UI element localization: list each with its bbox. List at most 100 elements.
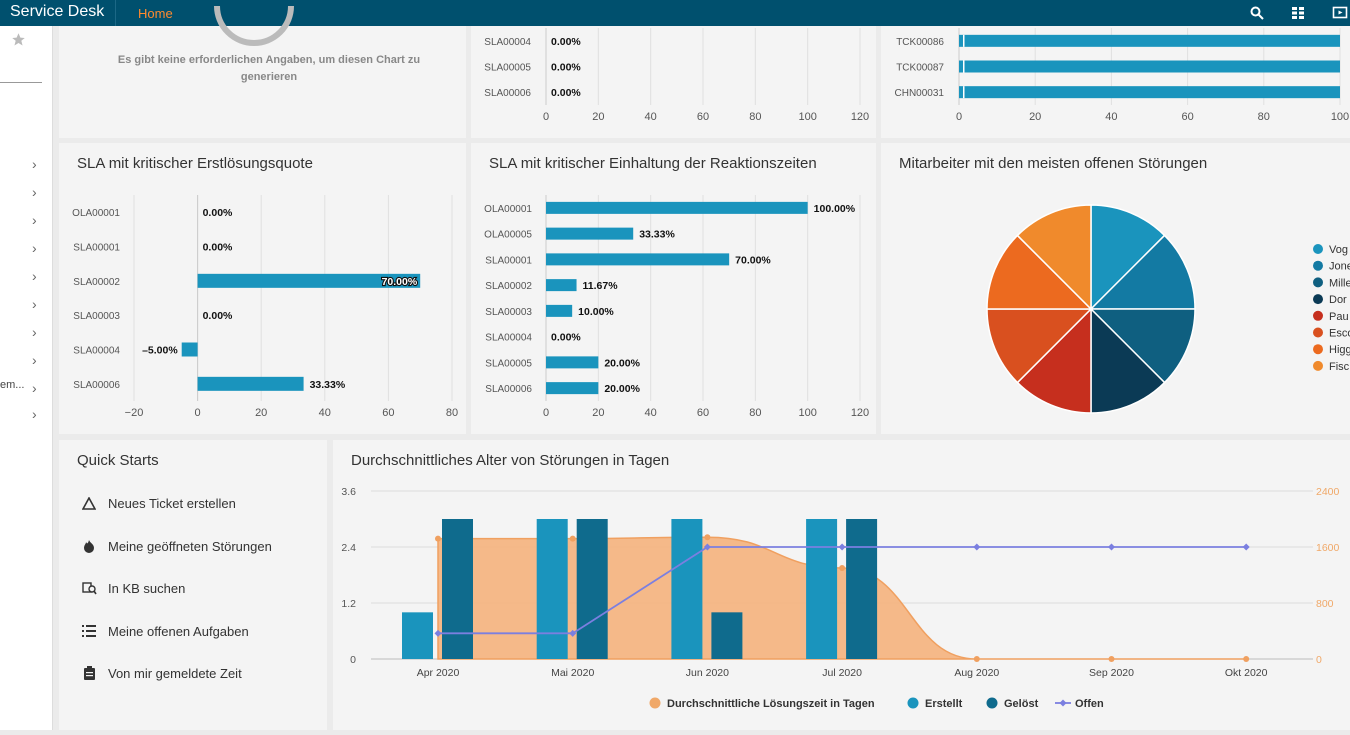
area-point	[435, 535, 441, 542]
quick-starts-title: Quick Starts	[77, 452, 159, 469]
star-icon[interactable]	[11, 32, 26, 47]
nav-expand-chevron-icon[interactable]: ›	[32, 212, 37, 228]
chart-title: Durchschnittliches Alter von Störungen i…	[351, 452, 670, 469]
quickstart-my-incidents[interactable]: Meine geöffneten Störungen	[79, 536, 272, 556]
top-bar: Service Desk Home	[0, 0, 1350, 26]
nav-expand-chevron-icon[interactable]: ›	[32, 184, 37, 200]
pie-slice	[986, 234, 1093, 310]
bar	[546, 201, 808, 214]
x-tick-label: 100	[1331, 111, 1349, 123]
line-point	[434, 629, 442, 637]
chart-sla-reaktion: 0 20 40 60 80 100 120 OLA00001 100.00% OLA00005 33…	[484, 195, 869, 419]
area-point	[569, 535, 576, 542]
x-tick-label: 80	[749, 111, 761, 123]
chart-title: SLA mit kritischer Erstlösungsquote	[77, 155, 313, 172]
legend-label: Jone	[1329, 261, 1350, 273]
x-tick-label: 80	[1258, 111, 1270, 123]
nav-expand-chevron-icon[interactable]: ›	[32, 406, 37, 422]
legend-label: Higg	[1329, 344, 1350, 356]
bar	[197, 376, 304, 391]
category-label: SLA00006	[73, 380, 120, 391]
x-tick-label: 20	[592, 407, 604, 419]
nav-expand-chevron-icon[interactable]: ›	[32, 324, 37, 340]
nav-item-label[interactable]: em...	[0, 379, 25, 391]
x-tick-label: Jun 2020	[686, 667, 729, 679]
legend-swatch	[1313, 244, 1323, 254]
line-point	[838, 543, 846, 551]
bar-geloest	[846, 519, 878, 659]
x-tick-label: Okt 2020	[1225, 667, 1268, 679]
legend-label: Mille	[1329, 277, 1350, 289]
home-link[interactable]: Home	[138, 6, 173, 21]
area-point	[704, 534, 711, 541]
x-tick-label: 40	[1105, 111, 1117, 123]
legend-swatch	[986, 697, 998, 709]
x-tick-label: Aug 2020	[954, 667, 999, 679]
data-label: 0.00%	[203, 242, 233, 254]
data-label: –5.00%	[142, 345, 178, 357]
panel-sla-reaktion: SLA mit kritischer Einhaltung der Reakti…	[471, 143, 876, 434]
x-tick-label: −20	[125, 407, 144, 419]
category-label: SLA00004	[484, 37, 531, 48]
left-navigation: › › › › › › › › em... › ›	[0, 26, 53, 730]
legend-swatch	[907, 697, 919, 709]
x-tick-label: 0	[956, 111, 962, 123]
bar	[959, 60, 1340, 73]
area-point	[1108, 656, 1115, 662]
quickstart-kb-search[interactable]: In KB suchen	[79, 578, 185, 598]
y-tick-label: 2.4	[341, 542, 356, 554]
data-label: 0.00%	[203, 207, 233, 219]
legend-label: Vog	[1329, 244, 1348, 256]
legend-swatch	[1313, 260, 1323, 271]
data-label: 0.00%	[203, 310, 233, 322]
nav-divider	[0, 82, 42, 83]
nav-expand-chevron-icon[interactable]: ›	[32, 296, 37, 312]
line-point	[703, 543, 711, 551]
data-label: 20.00%	[604, 383, 640, 395]
data-label: 70.00%	[735, 254, 771, 266]
x-tick-label: 60	[1181, 111, 1193, 123]
quickstart-reported-time[interactable]: Von mir gemeldete Zeit	[79, 663, 242, 683]
quickstart-new-ticket[interactable]: Neues Ticket erstellen	[79, 493, 236, 513]
pie-slice	[1089, 234, 1196, 310]
quickstart-label: Meine geöffneten Störungen	[108, 538, 272, 554]
x-tick-label: 100	[798, 111, 816, 123]
no-data-message: Es gibt keine erforderlichen Angaben, um…	[117, 54, 421, 83]
bar	[546, 253, 730, 266]
data-label: 11.67%	[583, 280, 619, 292]
nav-expand-chevron-icon[interactable]: ›	[32, 380, 37, 396]
panel-sla-erstloesung: SLA mit kritischer Erstlösungsquote −20 0…	[59, 143, 466, 434]
nav-expand-chevron-icon[interactable]: ›	[32, 352, 37, 368]
quickstart-my-tasks[interactable]: Meine offenen Aufgaben	[79, 621, 249, 641]
nav-expand-chevron-icon[interactable]: ›	[32, 268, 37, 284]
quickstart-label: Von mir gemeldete Zeit	[108, 665, 242, 681]
panel-mitarbeiter: Mitarbeiter mit den meisten offenen Stör…	[881, 143, 1350, 434]
search-icon[interactable]	[1249, 5, 1265, 21]
presentation-icon[interactable]	[1332, 5, 1348, 21]
pie-slice	[986, 308, 1093, 384]
nav-expand-chevron-icon[interactable]: ›	[32, 156, 37, 172]
x-tick-label: Jul 2020	[822, 667, 862, 679]
app-brand[interactable]: Service Desk	[10, 3, 105, 20]
chart-mitarbeiter-pie: Vog Jone Mille Dor Pau Esco Higg Fisc	[986, 204, 1350, 414]
data-label: 100.00%	[814, 203, 856, 215]
legend-label: Erstellt	[925, 698, 963, 710]
legend-swatch	[1313, 344, 1323, 355]
x-tick-label: 40	[319, 407, 331, 419]
nav-expand-chevron-icon[interactable]: ›	[32, 240, 37, 256]
line-point	[973, 543, 981, 551]
data-label: 20.00%	[604, 357, 640, 369]
apps-grid-icon[interactable]	[1290, 5, 1306, 21]
warning-triangle-icon	[79, 495, 99, 511]
category-label: SLA00006	[484, 88, 531, 99]
area-point	[973, 656, 980, 662]
category-label: SLA00005	[484, 63, 531, 74]
bar	[546, 356, 599, 369]
quickstart-label: Meine offenen Aufgaben	[108, 623, 249, 639]
quickstart-label: Neues Ticket erstellen	[108, 495, 236, 511]
x-tick-label: 20	[255, 407, 267, 419]
data-label: 33.33%	[639, 229, 675, 241]
bar-marker	[963, 34, 965, 47]
category-label: SLA00004	[485, 333, 532, 344]
panel-chart-top-right: 0 20 40 60 80 100 TCK00086 TCK00087 CHN00031	[881, 26, 1350, 138]
